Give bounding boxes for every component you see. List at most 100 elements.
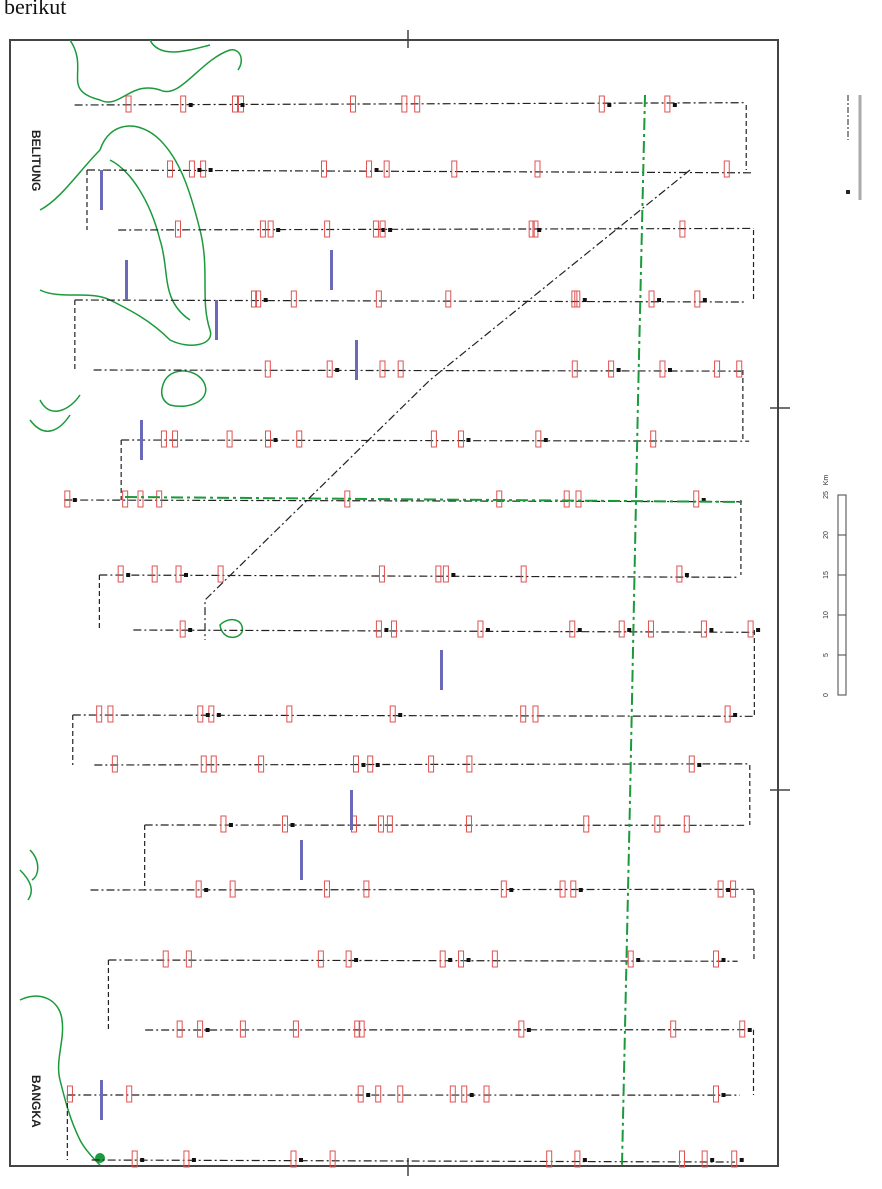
station-label xyxy=(534,160,541,178)
station-label xyxy=(520,565,527,583)
survey-line xyxy=(87,169,754,174)
green-line xyxy=(124,94,746,1166)
map-frame xyxy=(9,39,779,1167)
station-point xyxy=(204,888,209,892)
station-label xyxy=(693,490,700,508)
station-point xyxy=(384,628,389,632)
island-label: BELITUNG xyxy=(29,130,43,191)
survey-line xyxy=(94,763,750,766)
station-label xyxy=(569,620,576,638)
station-label xyxy=(229,880,236,898)
place-label xyxy=(215,300,218,340)
station-point xyxy=(667,368,672,372)
place-label xyxy=(140,420,143,460)
station-label xyxy=(439,950,446,968)
station-label xyxy=(397,1085,404,1103)
station-label xyxy=(378,565,385,583)
station-label xyxy=(731,1150,738,1168)
station-label xyxy=(736,360,743,378)
scale-unit: Km xyxy=(823,475,830,486)
station-point xyxy=(361,763,366,767)
station-label xyxy=(217,565,224,583)
station-label xyxy=(654,815,661,833)
station-label xyxy=(366,160,373,178)
station-point xyxy=(733,713,738,717)
station-label xyxy=(457,430,464,448)
station-label xyxy=(451,160,458,178)
station-point xyxy=(140,1158,145,1162)
station-label xyxy=(66,1085,73,1103)
station-label xyxy=(700,620,707,638)
station-label xyxy=(200,755,207,773)
station-label xyxy=(345,950,352,968)
station-label xyxy=(717,880,724,898)
station-label xyxy=(688,755,695,773)
place-label xyxy=(125,260,128,300)
station-point xyxy=(657,298,662,302)
survey-line xyxy=(133,629,755,633)
station-label xyxy=(363,880,370,898)
caption: berikut xyxy=(4,0,66,19)
station-label xyxy=(377,815,384,833)
survey-line xyxy=(99,574,737,578)
coastline xyxy=(19,39,244,1166)
place-label xyxy=(100,170,103,210)
station-label xyxy=(329,1150,336,1168)
station-label xyxy=(250,290,257,308)
station-label xyxy=(563,490,570,508)
station-point xyxy=(684,573,689,577)
station-label xyxy=(64,490,71,508)
station-label xyxy=(664,95,671,113)
station-label xyxy=(372,220,379,238)
station-label xyxy=(401,95,408,113)
station-point xyxy=(228,823,233,827)
station-label xyxy=(172,430,179,448)
station-point xyxy=(627,628,632,632)
station-label xyxy=(185,950,192,968)
station-point xyxy=(582,298,587,302)
station-label xyxy=(477,620,484,638)
station-point xyxy=(469,1093,474,1097)
station-label xyxy=(574,1150,581,1168)
station-label xyxy=(500,880,507,898)
station-label xyxy=(126,1085,133,1103)
scale-label: 15 xyxy=(823,571,830,579)
station-point xyxy=(451,573,456,577)
station-label xyxy=(647,620,654,638)
station-label xyxy=(442,565,449,583)
station-label xyxy=(176,1020,183,1038)
station-point xyxy=(537,228,542,232)
station-label xyxy=(679,1150,686,1168)
station-point xyxy=(577,628,582,632)
place-label xyxy=(355,340,358,380)
station-label xyxy=(179,620,186,638)
survey-line xyxy=(64,499,741,503)
survey-line xyxy=(91,1159,736,1163)
station-label xyxy=(386,815,393,833)
station-label xyxy=(670,1020,677,1038)
station-label xyxy=(352,755,359,773)
station-point xyxy=(188,628,193,632)
station-label xyxy=(449,1085,456,1103)
survey-line xyxy=(121,439,750,442)
station-label xyxy=(458,950,465,968)
station-point xyxy=(188,103,193,107)
station-label xyxy=(518,1020,525,1038)
station-point xyxy=(509,888,514,892)
station-label xyxy=(574,290,581,308)
station-point xyxy=(672,103,677,107)
station-label xyxy=(267,220,274,238)
station-label xyxy=(125,95,132,113)
station-label xyxy=(156,490,163,508)
station-label xyxy=(466,755,473,773)
station-label xyxy=(326,360,333,378)
station-label xyxy=(598,95,605,113)
station-label xyxy=(220,815,227,833)
station-label xyxy=(375,290,382,308)
station-label xyxy=(465,815,472,833)
survey-line xyxy=(108,959,738,962)
station-label xyxy=(107,705,114,723)
station-point xyxy=(375,763,380,767)
station-point xyxy=(709,628,714,632)
station-point xyxy=(448,958,453,962)
